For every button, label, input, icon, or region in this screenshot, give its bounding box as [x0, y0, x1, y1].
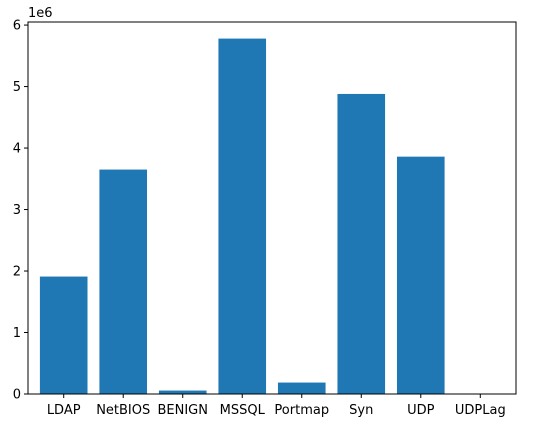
- bars-group: [39, 38, 505, 395]
- bar-benign: [158, 390, 207, 394]
- x-tick-label: MSSQL: [220, 403, 266, 418]
- x-axis-ticks: LDAP NetBIOS BENIGN MSSQL Portmap Syn UDP UDPLa…: [47, 394, 506, 418]
- bar-udp: [396, 156, 445, 394]
- y-tick-label: 3: [13, 203, 21, 218]
- bar-ldap: [39, 276, 88, 394]
- x-tick-label: Syn: [349, 403, 373, 418]
- y-axis-ticks: 0 1 2 3 4 5 6: [13, 19, 28, 403]
- x-tick-label: LDAP: [47, 403, 81, 418]
- x-tick-label: UDPLag: [455, 403, 506, 418]
- bar-portmap: [277, 382, 326, 394]
- bar-mssql: [218, 38, 267, 394]
- x-tick-label: Portmap: [274, 403, 329, 418]
- y-tick-label: 0: [13, 388, 21, 403]
- bar-syn: [337, 93, 386, 395]
- y-tick-label: 2: [13, 265, 21, 280]
- y-tick-label: 1: [13, 326, 21, 341]
- bar-netbios: [99, 169, 148, 394]
- x-tick-label: BENIGN: [157, 403, 208, 418]
- x-tick-label: NetBIOS: [96, 403, 150, 418]
- y-tick-label: 4: [13, 142, 21, 157]
- y-tick-label: 6: [13, 19, 21, 34]
- y-tick-label: 5: [13, 80, 21, 95]
- x-tick-label: UDP: [407, 403, 435, 418]
- plot-frame: [27, 21, 517, 395]
- y-axis-offset-label: 1e6: [28, 6, 53, 21]
